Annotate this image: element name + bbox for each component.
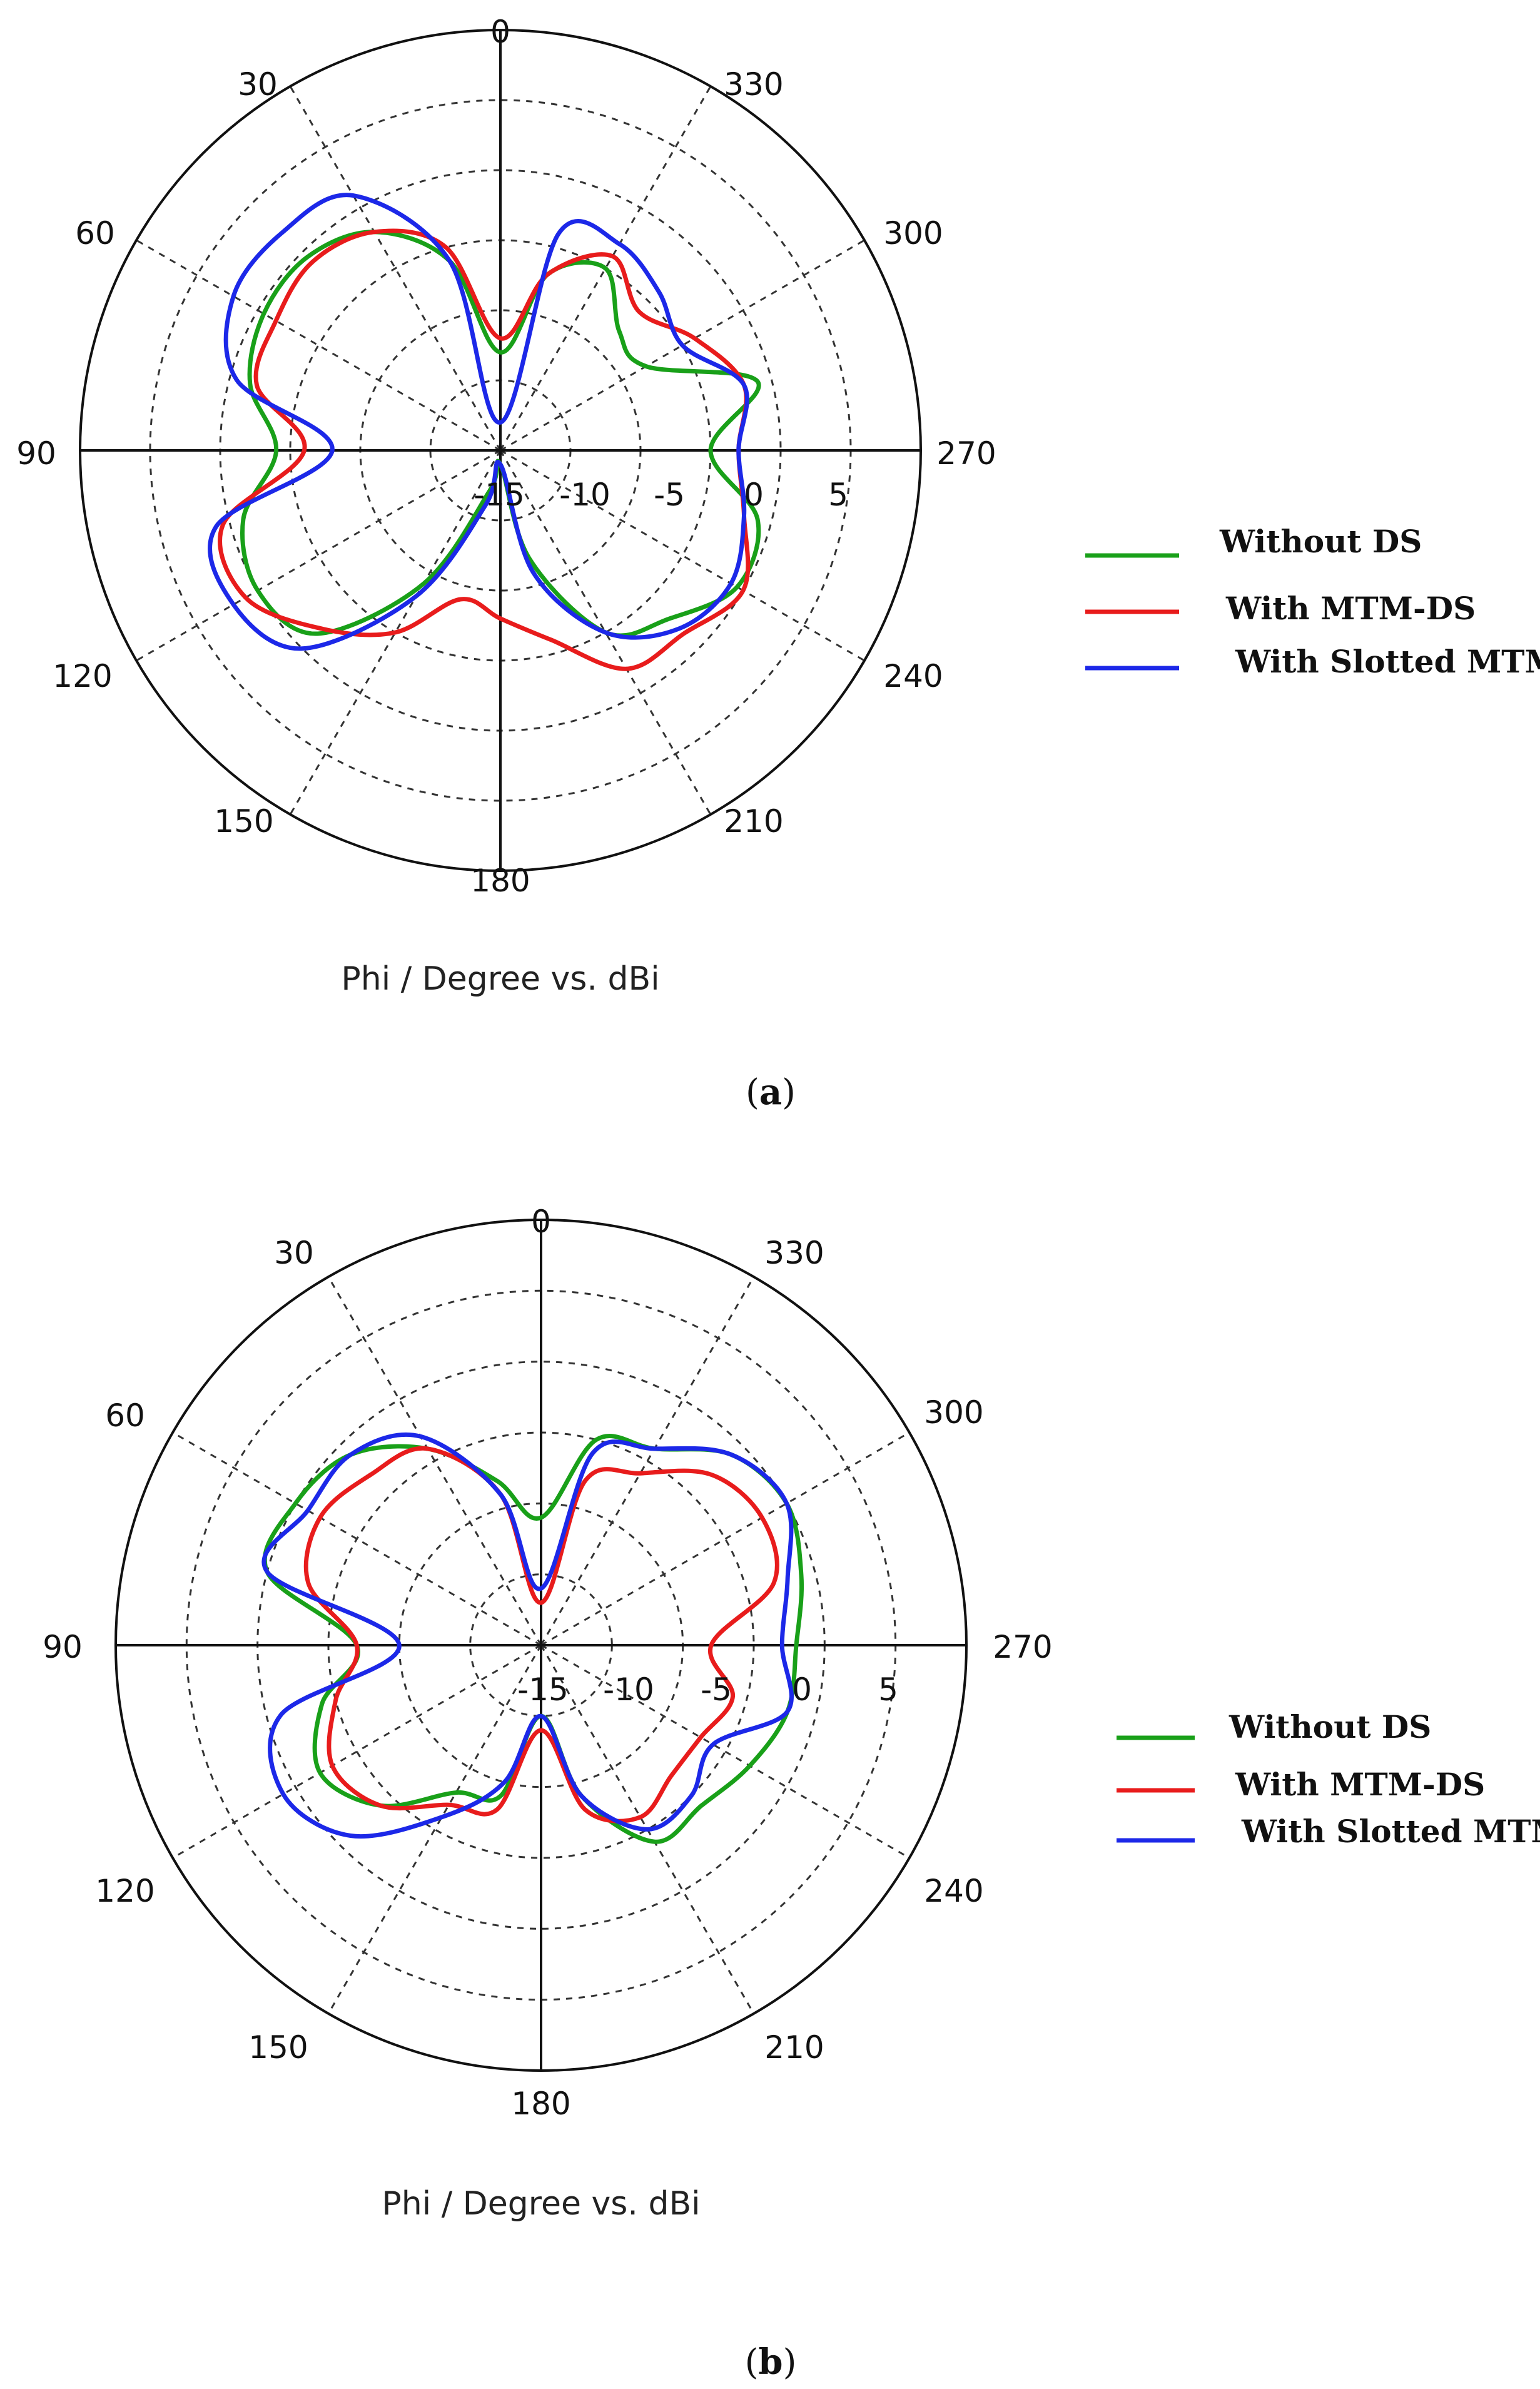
radial-tick-minus5-b: -5 bbox=[701, 1671, 732, 1708]
grid-spoke-120-a bbox=[136, 449, 501, 662]
radial-tick-minus10-b: -10 bbox=[603, 1671, 654, 1708]
grid-spoke-150-a bbox=[289, 450, 502, 815]
angle-tick-240-a: 240 bbox=[883, 658, 943, 694]
grid-spoke-30-a bbox=[289, 86, 502, 451]
radial-tick-minus5-a: -5 bbox=[654, 477, 685, 513]
axis-title-a: Phi / Degree vs. dBi bbox=[341, 960, 659, 998]
angle-tick-330-b: 330 bbox=[764, 1235, 824, 1271]
angle-tick-210-a: 210 bbox=[724, 803, 783, 839]
grid-spoke-210-a bbox=[499, 450, 712, 815]
angle-tick-90-a: 90 bbox=[16, 435, 56, 472]
angle-tick-120-a: 120 bbox=[53, 658, 112, 694]
angle-tick-90-b: 90 bbox=[43, 1629, 83, 1665]
series-group-b bbox=[261, 1432, 804, 1844]
polar-chart-b: 0 30 60 90 120 150 180 210 240 270 300 3… bbox=[43, 1204, 1540, 2383]
angle-tick-30-a: 30 bbox=[238, 66, 278, 103]
axis-title-b: Phi / Degree vs. dBi bbox=[382, 2185, 700, 2223]
outer-ring-a bbox=[79, 29, 922, 872]
grid-spoke-300-b bbox=[540, 1431, 910, 1646]
angle-tick-210-b: 210 bbox=[764, 2029, 824, 2066]
angle-tick-180-a: 180 bbox=[470, 863, 530, 899]
angle-tick-30-b: 30 bbox=[274, 1235, 314, 1271]
angle-tick-150-a: 150 bbox=[214, 803, 273, 839]
angle-tick-270-a: 270 bbox=[936, 435, 996, 472]
angle-tick-300-a: 300 bbox=[883, 215, 943, 251]
radial-tick-0-b: 0 bbox=[792, 1671, 812, 1708]
angle-tick-0-b: 0 bbox=[531, 1204, 551, 1240]
legend-a: Without DS With MTM-DS With Slotted MTM-… bbox=[1085, 523, 1540, 680]
series-line-with-slotted-mtm-ds-b bbox=[261, 1432, 794, 1839]
angle-tick-180-b: 180 bbox=[511, 2086, 570, 2122]
polar-grid-b bbox=[114, 1219, 968, 2072]
radial-tick-minus15-b: -15 bbox=[517, 1671, 569, 1708]
series-line-with-mtm-ds-b bbox=[303, 1446, 779, 1823]
panel-label-b: (b) bbox=[745, 2341, 797, 2383]
series-line-with-mtm-ds-a bbox=[218, 228, 751, 671]
series-group-a bbox=[208, 193, 761, 671]
angle-tick-0-a: 0 bbox=[490, 14, 510, 50]
grid-spoke-330-b bbox=[540, 1276, 755, 1646]
panel-label-a: (a) bbox=[746, 1072, 796, 1113]
polar-chart-a: 0 30 60 90 120 150 180 210 240 270 300 3… bbox=[16, 14, 1540, 1113]
grid-spoke-240-b bbox=[540, 1644, 910, 1859]
grid-spoke-60-b bbox=[172, 1431, 542, 1646]
angle-tick-60-a: 60 bbox=[75, 215, 115, 251]
legend-label-with-slotted-mtm-ds-b: With Slotted MTM-DS bbox=[1241, 1813, 1540, 1850]
grid-spoke-60-a bbox=[136, 239, 501, 452]
angle-tick-120-b: 120 bbox=[95, 1873, 155, 1909]
radial-tick-minus10-a: -10 bbox=[559, 477, 610, 513]
legend-label-without-ds-a: Without DS bbox=[1219, 523, 1422, 560]
grid-spoke-240-a bbox=[500, 449, 865, 662]
angle-tick-150-b: 150 bbox=[248, 2029, 308, 2066]
radial-tick-0-a: 0 bbox=[744, 477, 764, 513]
series-line-with-slotted-mtm-ds-a bbox=[208, 193, 749, 651]
legend-b: Without DS With MTM-DS With Slotted MTM-… bbox=[1117, 1708, 1540, 1850]
legend-label-without-ds-b: Without DS bbox=[1228, 1708, 1431, 1745]
radial-tick-5-a: 5 bbox=[828, 477, 848, 513]
grid-spoke-330-a bbox=[499, 86, 712, 451]
outer-ring-b bbox=[114, 1219, 968, 2072]
grid-spoke-120-b bbox=[172, 1644, 542, 1859]
grid-spoke-150-b bbox=[327, 1645, 542, 2014]
angle-tick-60-b: 60 bbox=[105, 1397, 145, 1434]
radial-tick-5-b: 5 bbox=[878, 1671, 898, 1708]
angle-tick-300-b: 300 bbox=[924, 1394, 983, 1431]
grid-spoke-30-b bbox=[327, 1276, 542, 1646]
legend-label-with-slotted-mtm-ds-a: With Slotted MTM-DS bbox=[1235, 643, 1540, 680]
grid-spoke-300-a bbox=[500, 239, 865, 452]
legend-label-with-mtm-ds-a: With MTM-DS bbox=[1225, 590, 1476, 627]
radial-tick-minus15-a: -15 bbox=[474, 477, 525, 513]
angle-tick-270-b: 270 bbox=[993, 1629, 1052, 1665]
polar-grid-a bbox=[79, 29, 922, 872]
angle-tick-240-b: 240 bbox=[924, 1873, 983, 1909]
legend-label-with-mtm-ds-b: With MTM-DS bbox=[1235, 1766, 1485, 1803]
angle-tick-330-a: 330 bbox=[724, 66, 783, 103]
